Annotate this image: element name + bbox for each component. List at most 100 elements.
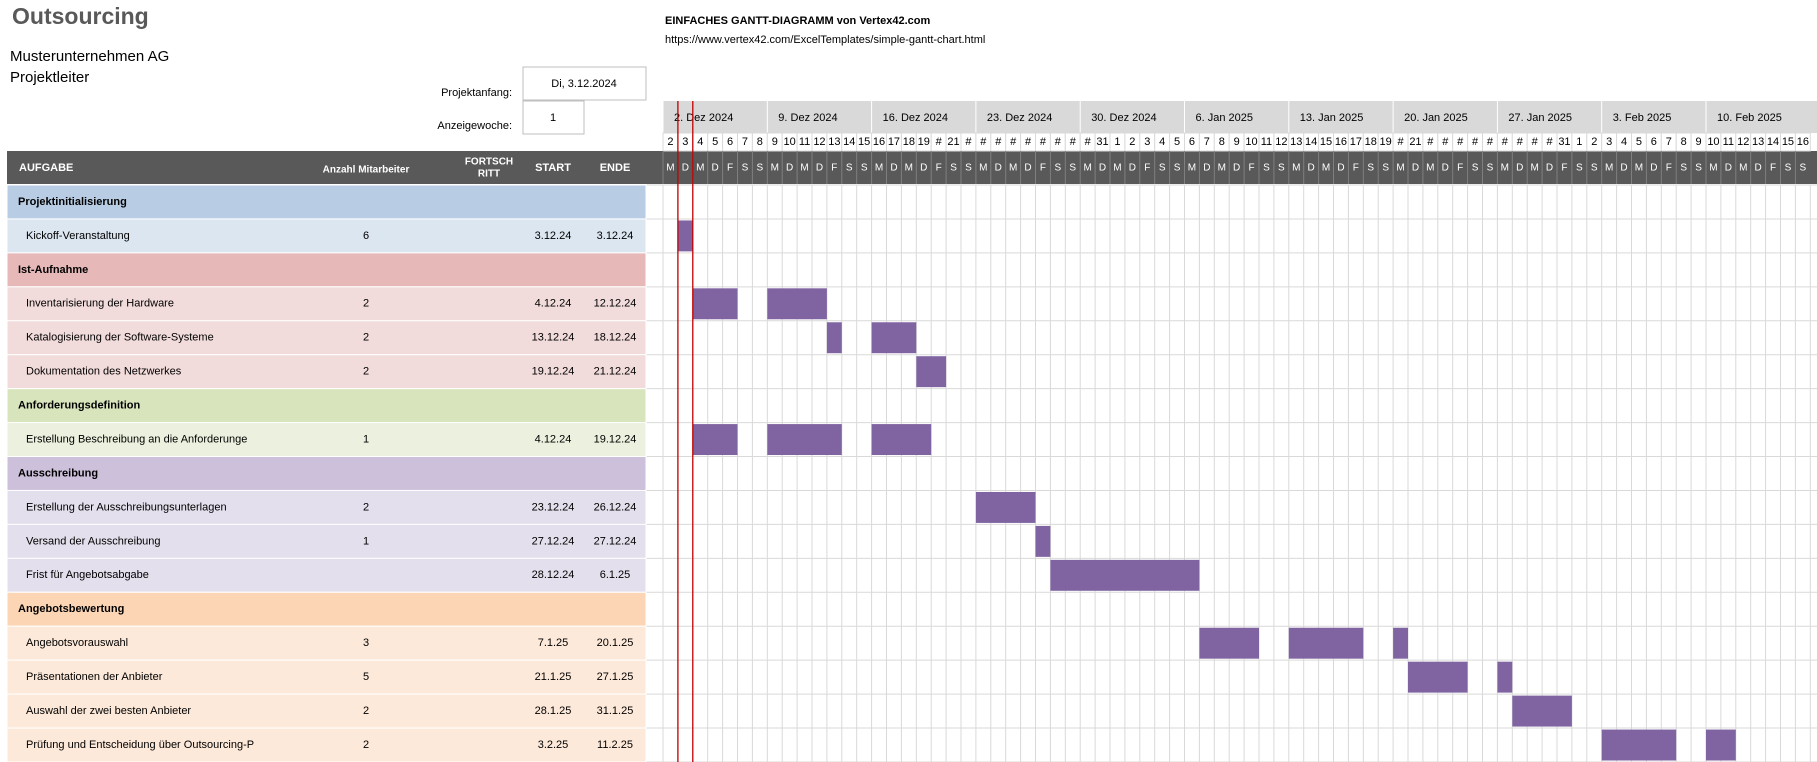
start-date: 4.12.24 — [535, 433, 572, 445]
phase-name: Angebotsbewertung — [18, 603, 124, 615]
weekday: M — [1739, 163, 1747, 174]
weekday: F — [1561, 163, 1567, 174]
day-number: 11 — [1261, 136, 1272, 148]
day-number: 5 — [712, 136, 718, 148]
task-row — [6, 625, 647, 661]
weekday: M — [1083, 163, 1091, 174]
day-number: 18 — [1365, 136, 1377, 148]
start-date: 19.12.24 — [532, 366, 575, 378]
task-name: Frist für Angebotsabgabe — [26, 569, 149, 581]
weekday: F — [1770, 163, 1776, 174]
day-number: 13 — [828, 136, 840, 148]
day-number: # — [1070, 136, 1077, 148]
weekday: M — [1396, 163, 1404, 174]
weekday: M — [905, 163, 913, 174]
weekday: D — [1650, 163, 1657, 174]
day-number: # — [936, 136, 943, 148]
day-number: 5 — [1174, 136, 1180, 148]
header-bar — [7, 151, 1817, 184]
day-number: 15 — [1320, 136, 1332, 148]
start-date: 7.1.25 — [538, 637, 569, 649]
weekday: M — [1501, 163, 1509, 174]
staff: 2 — [363, 366, 369, 378]
day-number: 2 — [667, 136, 673, 148]
staff: 5 — [363, 671, 369, 683]
weekday: D — [1412, 163, 1419, 174]
column-header: FORTSCH — [465, 157, 513, 168]
day-number: # — [1502, 136, 1509, 148]
weekday: F — [831, 163, 837, 174]
staff: 1 — [363, 535, 369, 547]
phase-name: Ist-Aufnahme — [18, 264, 88, 276]
weekday: M — [1009, 163, 1017, 174]
end-date: 3.12.24 — [597, 230, 634, 242]
day-number: 21 — [1409, 136, 1421, 148]
day-number: 3 — [1144, 136, 1150, 148]
column-header: RITT — [478, 169, 500, 180]
end-date: 18.12.24 — [594, 332, 637, 344]
weekday: D — [1308, 163, 1315, 174]
gantt-bar — [692, 288, 738, 320]
day-number: 7 — [1204, 136, 1210, 148]
phase-name: Projektinitialisierung — [18, 196, 127, 208]
staff: 3 — [363, 637, 369, 649]
week-label: 2. Dez 2024 — [674, 112, 733, 124]
display-week[interactable]: 1 — [550, 112, 556, 124]
week-label: 6. Jan 2025 — [1196, 112, 1254, 124]
weekday: M — [696, 163, 704, 174]
day-number: 9 — [1234, 136, 1240, 148]
task-row — [6, 523, 647, 559]
day-number: # — [1055, 136, 1062, 148]
week-label: 13. Jan 2025 — [1300, 112, 1364, 124]
gantt-bar — [1199, 627, 1259, 659]
weekday: S — [1487, 163, 1494, 174]
weekday: M — [1218, 163, 1226, 174]
weekday: D — [682, 163, 689, 174]
day-number: 14 — [1305, 136, 1317, 148]
day-number: 2 — [1129, 136, 1135, 148]
weekday: M — [1426, 163, 1434, 174]
weekday: D — [1620, 163, 1627, 174]
day-number: 14 — [1767, 136, 1779, 148]
weekday: S — [1159, 163, 1166, 174]
weekday: D — [1725, 163, 1732, 174]
day-number: # — [1546, 136, 1553, 148]
task-row — [6, 727, 647, 762]
weekday: M — [1292, 163, 1300, 174]
day-number: 2 — [1591, 136, 1597, 148]
task-name: Versand der Ausschreibung — [26, 535, 161, 547]
weekday: M — [800, 163, 808, 174]
day-number: 17 — [1350, 136, 1362, 148]
start-date: 21.1.25 — [535, 671, 572, 683]
week-label: 9. Dez 2024 — [778, 112, 837, 124]
day-number: # — [1010, 136, 1017, 148]
start-date: 13.12.24 — [532, 332, 575, 344]
gantt-bar — [975, 491, 1036, 523]
week-label: 20. Jan 2025 — [1404, 112, 1468, 124]
day-number: 19 — [918, 136, 930, 148]
day-number: # — [1040, 136, 1047, 148]
day-number: 18 — [903, 136, 915, 148]
task-name: Katalogisierung der Software-Systeme — [26, 332, 214, 344]
weekday: D — [1203, 163, 1210, 174]
end-date: 12.12.24 — [594, 298, 637, 310]
weekday: S — [1382, 163, 1389, 174]
weekday: D — [1546, 163, 1553, 174]
weekday: M — [1530, 163, 1538, 174]
gantt-bar — [871, 322, 917, 354]
end-date: 31.1.25 — [597, 705, 634, 717]
company: Musterunternehmen AG — [10, 48, 169, 65]
week-label: 30. Dez 2024 — [1091, 112, 1156, 124]
weekday: F — [1144, 163, 1150, 174]
weekday: F — [936, 163, 942, 174]
gantt-bar — [692, 424, 738, 456]
weekday: D — [890, 163, 897, 174]
column-header: AUFGABE — [19, 162, 73, 174]
weekday: M — [875, 163, 883, 174]
project-start[interactable]: Di, 3.12.2024 — [551, 78, 616, 90]
day-number: # — [1397, 136, 1404, 148]
day-number: # — [1472, 136, 1479, 148]
phase-name: Anforderungsdefinition — [18, 400, 140, 412]
start-date: 4.12.24 — [535, 298, 572, 310]
weekday: F — [1353, 163, 1359, 174]
